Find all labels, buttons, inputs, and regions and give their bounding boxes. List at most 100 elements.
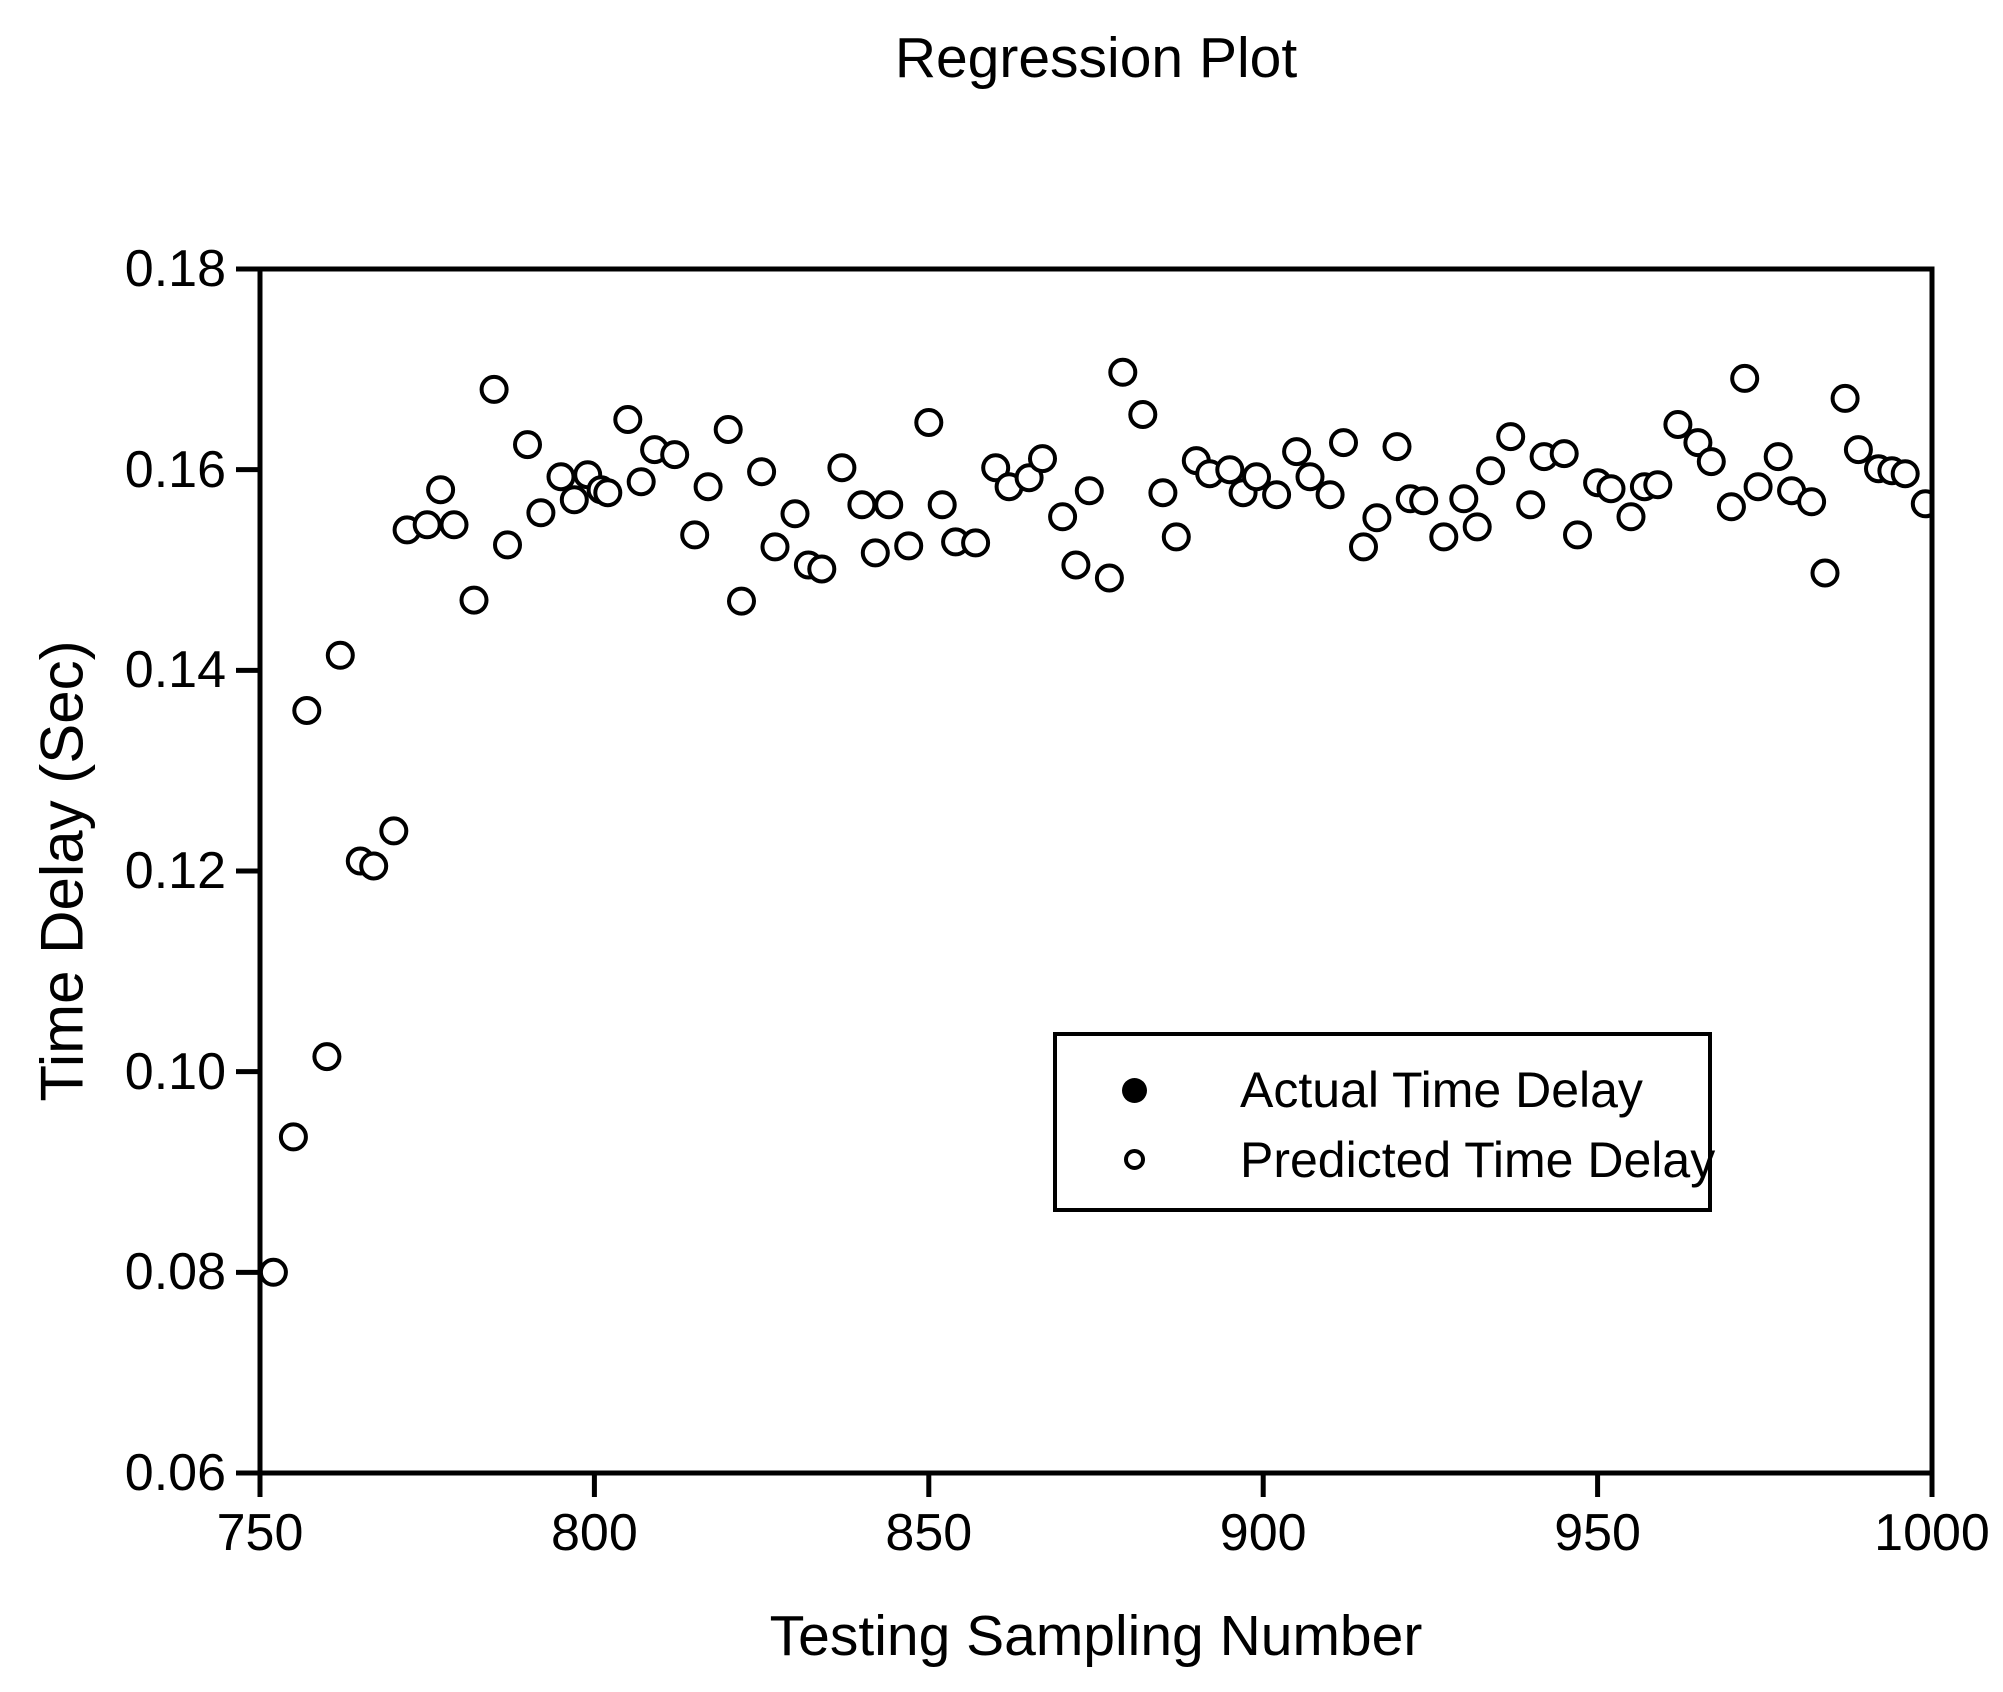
- data-point-predicted: [914, 408, 944, 437]
- data-point-predicted: [1549, 439, 1579, 469]
- x-tick-label: 800: [551, 1504, 638, 1562]
- data-point-predicted: [1596, 474, 1626, 504]
- data-point-predicted: [1262, 480, 1292, 510]
- data-point-predicted: [1315, 480, 1345, 510]
- x-tick-label: 950: [1554, 1504, 1641, 1562]
- data-point-predicted: [513, 430, 542, 460]
- data-point-predicted: [1476, 456, 1506, 486]
- legend-box: Actual Time Delay Predicted Time Delay: [1053, 1032, 1716, 1212]
- data-point-predicted: [593, 478, 623, 508]
- data-point-predicted: [379, 816, 409, 846]
- data-point-predicted: [1349, 532, 1378, 562]
- data-point-predicted: [426, 475, 456, 505]
- data-point-predicted: [1730, 363, 1760, 393]
- series-predicted-time-delay: [260, 357, 1932, 1287]
- data-point-predicted: [1215, 455, 1245, 485]
- y-tick-label: 0.08: [124, 1243, 226, 1302]
- data-point-predicted: [526, 498, 556, 528]
- data-point-predicted: [660, 440, 690, 470]
- data-point-predicted: [1242, 462, 1271, 492]
- data-point-predicted: [780, 499, 810, 529]
- data-point-predicted: [359, 851, 389, 881]
- data-point-predicted: [894, 531, 924, 561]
- data-point-predicted: [439, 510, 469, 540]
- data-point-predicted: [479, 374, 509, 404]
- data-point-predicted: [1295, 462, 1325, 492]
- data-point-predicted: [1890, 459, 1920, 489]
- data-point-predicted: [459, 585, 489, 615]
- data-point-predicted: [727, 586, 756, 616]
- data-point-predicted: [1409, 486, 1439, 516]
- y-tick-label: 0.06: [124, 1444, 226, 1502]
- data-point-predicted: [412, 510, 442, 540]
- y-tick-label: 0.10: [124, 1042, 226, 1101]
- data-point-predicted: [1048, 502, 1078, 532]
- data-point-predicted: [1061, 550, 1091, 580]
- y-tick-label: 0.16: [124, 440, 226, 499]
- legend-label-predicted: Predicted Time Delay: [1240, 1132, 1716, 1188]
- data-point-predicted: [493, 530, 522, 560]
- x-tick-label: 1000: [1874, 1504, 1990, 1562]
- x-tick-label: 900: [1219, 1504, 1307, 1562]
- x-tick-label: 750: [216, 1504, 304, 1562]
- y-tick-label: 0.14: [124, 641, 226, 700]
- data-point-predicted: [961, 528, 991, 558]
- data-point-predicted: [760, 532, 790, 562]
- data-point-predicted: [1830, 383, 1860, 413]
- y-tick-label: 0.12: [124, 842, 226, 900]
- data-point-predicted: [927, 490, 957, 520]
- data-point-predicted: [1074, 476, 1104, 506]
- open-circle-icon: [1124, 1149, 1145, 1170]
- data-point-predicted: [1763, 442, 1793, 472]
- data-point-predicted: [713, 415, 743, 444]
- data-point-predicted: [1810, 558, 1840, 588]
- data-point-predicted: [747, 457, 777, 487]
- data-point-predicted: [1462, 512, 1492, 542]
- data-point-predicted: [613, 405, 643, 434]
- data-point-predicted: [981, 453, 1011, 483]
- data-point-predicted: [693, 472, 723, 502]
- y-tick-label: 0.18: [124, 240, 226, 298]
- data-point-predicted: [1148, 478, 1178, 508]
- data-point-predicted: [546, 462, 576, 492]
- data-point-predicted: [1643, 470, 1673, 500]
- data-point-predicted: [1014, 463, 1044, 493]
- data-point-predicted: [1362, 503, 1392, 533]
- data-point-predicted: [1683, 428, 1713, 458]
- data-point-predicted: [278, 1122, 308, 1152]
- filled-circle-icon: [1122, 1078, 1147, 1103]
- data-point-predicted: [1282, 437, 1312, 467]
- data-point-predicted: [680, 520, 710, 550]
- data-point-predicted: [1910, 489, 1932, 519]
- data-point-predicted: [1382, 432, 1412, 462]
- data-point-predicted: [874, 490, 904, 520]
- x-tick-label: 850: [885, 1504, 973, 1562]
- data-point-predicted: [827, 453, 857, 483]
- data-point-predicted: [312, 1042, 342, 1072]
- data-point-predicted: [1663, 410, 1693, 439]
- data-point-predicted: [1429, 522, 1459, 552]
- data-point-predicted: [626, 467, 656, 497]
- data-point-predicted: [1128, 400, 1158, 429]
- data-point-predicted: [1161, 522, 1191, 552]
- x-axis-label: Testing Sampling Number: [769, 1604, 1423, 1668]
- data-point-predicted: [1843, 435, 1873, 465]
- data-point-predicted: [847, 490, 877, 520]
- data-point-predicted: [860, 538, 890, 568]
- data-point-predicted: [807, 554, 837, 584]
- data-point-predicted: [1028, 444, 1057, 474]
- data-point-predicted: [1449, 484, 1479, 514]
- data-point-predicted: [1696, 447, 1726, 477]
- data-point-predicted: [1743, 472, 1773, 502]
- chart-title: Regression Plot: [894, 26, 1298, 90]
- data-point-predicted: [292, 696, 322, 725]
- data-point-predicted: [325, 640, 355, 670]
- data-point-predicted: [1329, 428, 1358, 458]
- data-point-predicted: [1496, 422, 1526, 452]
- data-point-predicted: [1616, 502, 1646, 532]
- data-point-predicted: [1516, 490, 1546, 520]
- data-point-predicted: [1108, 357, 1138, 387]
- legend-label-actual: Actual Time Delay: [1240, 1062, 1643, 1118]
